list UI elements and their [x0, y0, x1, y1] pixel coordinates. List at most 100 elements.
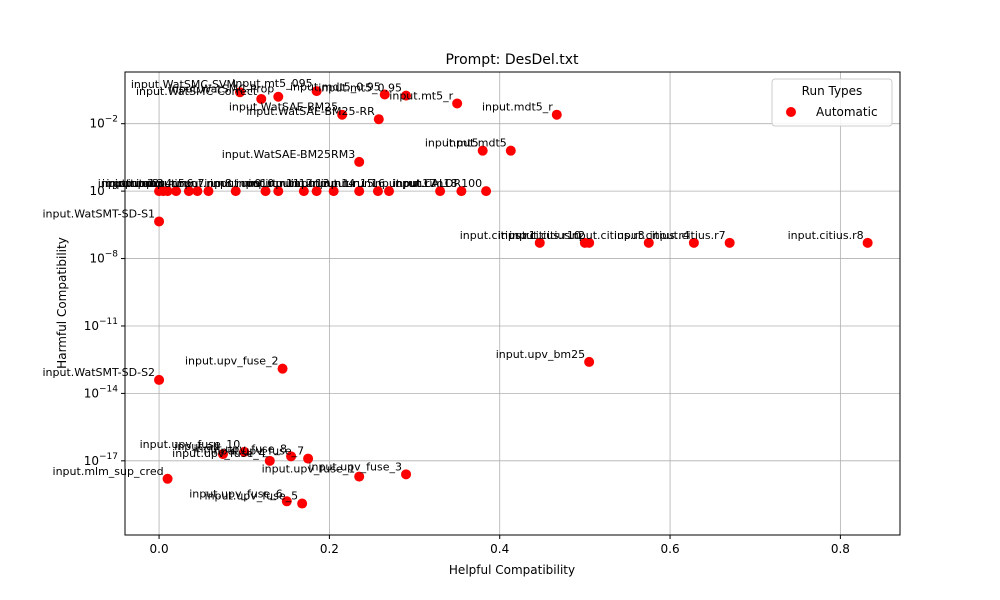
data-point [452, 98, 463, 109]
point-label: input.WatSMC-Prop [169, 83, 275, 96]
point-label: input.run3 [106, 177, 163, 190]
y-tick-label: 10−11 [84, 317, 118, 333]
data-point [162, 186, 173, 197]
point-label: input.run7 [147, 177, 204, 190]
point-label: input.run11 [236, 177, 300, 190]
data-point [505, 145, 516, 156]
point-labels: input.WatSMC-Correctinput.WatSMC-SVMinpu… [42, 77, 863, 502]
point-label: input.run16 [321, 177, 385, 190]
point-label: input.mdt5_0.95 [290, 80, 381, 93]
point-label: input.run14 [291, 177, 355, 190]
data-point [337, 109, 348, 120]
x-axis-ticks: 0.0 0.2 0.4 0.6 0.8 [150, 535, 850, 556]
plot-frame [124, 71, 901, 536]
data-point [311, 86, 322, 97]
data-point [379, 89, 390, 100]
data-point [384, 186, 395, 197]
point-label: input.run8 [174, 177, 231, 190]
legend-title: Run Types [802, 84, 863, 98]
data-point [183, 186, 194, 197]
point-label: input.mdt5_r [482, 101, 553, 114]
data-point [260, 186, 271, 197]
data-point [192, 186, 203, 197]
data-point [354, 156, 365, 167]
data-point [154, 374, 165, 385]
x-tick-label: 0.0 [150, 542, 169, 556]
data-point [372, 186, 383, 197]
point-label: input.upv_fuse_1 [262, 463, 356, 476]
point-label: input.upv_fuse_2 [185, 355, 279, 368]
data-point [297, 498, 308, 509]
grid [125, 72, 900, 535]
legend: Run Types Automatic [771, 78, 893, 127]
point-label: input.upv_fuse_3 [308, 460, 402, 473]
data-point [456, 186, 467, 197]
data-point [584, 356, 595, 367]
point-label: input.upv_fuse_6 [189, 487, 283, 500]
data-point [551, 109, 562, 120]
point-label: input.run6 [136, 177, 193, 190]
x-tick-label: 0.4 [490, 542, 509, 556]
y-tick-label: 10−5 [89, 182, 118, 198]
data-point [435, 186, 446, 197]
data-point [162, 473, 173, 484]
x-tick-label: 0.6 [661, 542, 680, 556]
data-point [354, 471, 365, 482]
point-label: input.run4 [115, 177, 172, 190]
data-point [154, 216, 165, 227]
point-label: input.citius.r10 [498, 229, 581, 242]
data-point [171, 186, 182, 197]
point-label: input.upv_fuse_8 [193, 442, 287, 455]
point-label: input.run2 [102, 177, 159, 190]
point-label: input.upv_bm25 [496, 348, 585, 361]
point-label: input.WatSMT-SD-S2 [42, 366, 155, 379]
point-label: input.WatSMC-Correct [136, 85, 258, 98]
point-label: input.run15 [310, 177, 374, 190]
point-label: input.upv_fuse_7 [210, 445, 304, 458]
legend-entry-automatic: Automatic [816, 105, 878, 119]
point-label: input.mt5 [425, 137, 479, 150]
y-axis-ticks: 10−2 10−5 10−8 10−11 10−14 10−17 [84, 115, 125, 468]
point-label: input.run17 [372, 177, 436, 190]
data-point [298, 186, 309, 197]
point-label: input.run18 [393, 177, 457, 190]
legend-marker-automatic [786, 107, 796, 117]
point-label: input.CALOR100 [392, 177, 482, 190]
point-label: input.WatSAE-BM25 [229, 101, 338, 114]
data-point [688, 237, 699, 248]
point-label: input.WatSAE-BM25-RR [246, 105, 375, 118]
x-axis-label: Helpful Compatibility [449, 563, 575, 577]
chart-title: Prompt: DesDel.txt [445, 52, 579, 68]
point-label: input.run1 [98, 177, 155, 190]
point-label: input.mt5_0.95 [318, 82, 402, 95]
data-point [373, 114, 384, 125]
data-point [264, 455, 275, 466]
data-point [239, 446, 250, 457]
point-label: input.run12 [248, 177, 312, 190]
data-point [286, 451, 297, 462]
y-tick-label: 10−17 [84, 452, 118, 468]
point-label: input.upv_fuse_5 [205, 490, 299, 503]
point-label: input.citius.r4 [614, 229, 690, 242]
data-point [217, 449, 228, 460]
point-label: input.mt5_r [389, 89, 453, 102]
data-point [277, 363, 288, 374]
data-point [311, 186, 322, 197]
y-tick-label: 10−14 [84, 384, 119, 400]
data-point [534, 237, 545, 248]
point-label: input.mt5_095 [232, 77, 312, 90]
point-label: input.run5 [128, 177, 185, 190]
data-point [273, 91, 284, 102]
point-label: input.citius.r8 [788, 229, 864, 242]
data-points [154, 86, 873, 509]
point-label: input.citius.r2 [509, 229, 585, 242]
data-point [203, 186, 214, 197]
point-label: input.run9 [204, 177, 261, 190]
data-point [328, 186, 339, 197]
data-point [281, 496, 292, 507]
point-label: input.WatSMC-SVM [131, 78, 236, 91]
point-label: input.run13 [265, 177, 329, 190]
y-tick-label: 10−8 [89, 250, 118, 266]
data-point [273, 186, 284, 197]
